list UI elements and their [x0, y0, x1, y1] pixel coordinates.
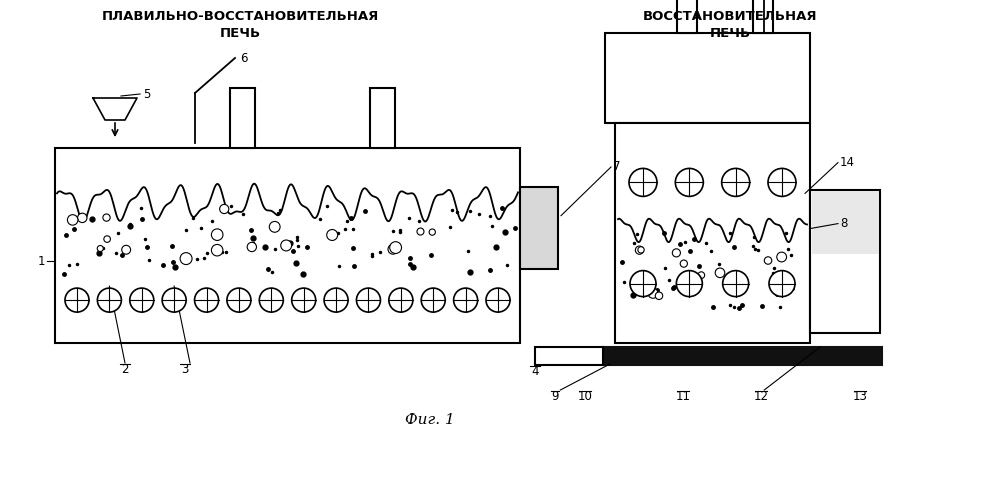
Circle shape: [180, 253, 192, 264]
Circle shape: [430, 229, 436, 235]
Circle shape: [260, 288, 284, 312]
Circle shape: [388, 244, 398, 254]
Circle shape: [122, 245, 131, 254]
Circle shape: [67, 215, 78, 225]
Circle shape: [777, 252, 786, 262]
Circle shape: [680, 260, 687, 267]
Circle shape: [675, 168, 703, 196]
Circle shape: [212, 229, 223, 241]
Text: 10: 10: [577, 390, 592, 403]
Circle shape: [422, 288, 446, 312]
Bar: [810, 190, 880, 333]
Circle shape: [769, 271, 795, 297]
Bar: [230, 88, 255, 148]
Circle shape: [629, 168, 657, 196]
Circle shape: [357, 288, 381, 312]
Circle shape: [698, 272, 704, 279]
Circle shape: [417, 228, 424, 235]
Circle shape: [281, 240, 292, 251]
Text: 6: 6: [240, 52, 248, 64]
Circle shape: [65, 288, 89, 312]
Text: 9: 9: [551, 390, 559, 403]
Circle shape: [389, 288, 413, 312]
Circle shape: [162, 288, 186, 312]
Circle shape: [327, 229, 338, 241]
Bar: [752, 0, 772, 33]
Circle shape: [97, 288, 122, 312]
Circle shape: [324, 288, 348, 312]
Circle shape: [454, 288, 478, 312]
Circle shape: [195, 288, 219, 312]
Text: 3: 3: [181, 363, 189, 376]
Text: 14: 14: [840, 156, 855, 169]
Circle shape: [715, 268, 725, 278]
Circle shape: [130, 288, 154, 312]
Circle shape: [270, 222, 280, 232]
Bar: [605, 33, 810, 123]
Bar: [55, 148, 520, 343]
Circle shape: [768, 168, 796, 196]
Bar: [370, 88, 395, 148]
Circle shape: [635, 246, 643, 254]
Circle shape: [103, 214, 110, 221]
Text: Фиг. 1: Фиг. 1: [406, 413, 455, 427]
Circle shape: [212, 244, 223, 256]
Circle shape: [390, 242, 402, 253]
Circle shape: [672, 249, 680, 257]
Circle shape: [764, 257, 772, 264]
Circle shape: [655, 292, 662, 300]
Text: 8: 8: [840, 217, 847, 230]
Circle shape: [220, 204, 229, 214]
Text: ПЛАВИЛЬНО-ВОССТАНОВИТЕЛЬНАЯ
ПЕЧЬ: ПЛАВИЛЬНО-ВОССТАНОВИТЕЛЬНАЯ ПЕЧЬ: [101, 10, 379, 40]
Text: 2: 2: [121, 363, 129, 376]
Bar: [603, 347, 882, 365]
Circle shape: [721, 168, 749, 196]
Circle shape: [648, 288, 658, 298]
Bar: [676, 0, 696, 33]
Bar: [812, 191, 879, 254]
Circle shape: [104, 236, 111, 243]
Text: 5: 5: [143, 87, 151, 101]
Text: 1: 1: [38, 255, 45, 267]
Bar: [520, 187, 558, 269]
Text: 11: 11: [675, 390, 690, 403]
Circle shape: [247, 243, 257, 252]
Text: 4: 4: [531, 365, 538, 378]
Circle shape: [78, 213, 87, 223]
Bar: [615, 123, 810, 343]
Circle shape: [97, 245, 103, 251]
Circle shape: [638, 247, 644, 253]
Circle shape: [227, 288, 251, 312]
Text: ВОССТАНОВИТЕЛЬНАЯ
ПЕЧЬ: ВОССТАНОВИТЕЛЬНАЯ ПЕЧЬ: [642, 10, 817, 40]
Circle shape: [486, 288, 510, 312]
Text: 13: 13: [852, 390, 867, 403]
Circle shape: [292, 288, 316, 312]
Text: 7: 7: [613, 161, 620, 174]
Circle shape: [630, 271, 656, 297]
Text: 12: 12: [754, 390, 769, 403]
Circle shape: [722, 271, 748, 297]
Circle shape: [676, 271, 702, 297]
Bar: [535, 347, 603, 365]
